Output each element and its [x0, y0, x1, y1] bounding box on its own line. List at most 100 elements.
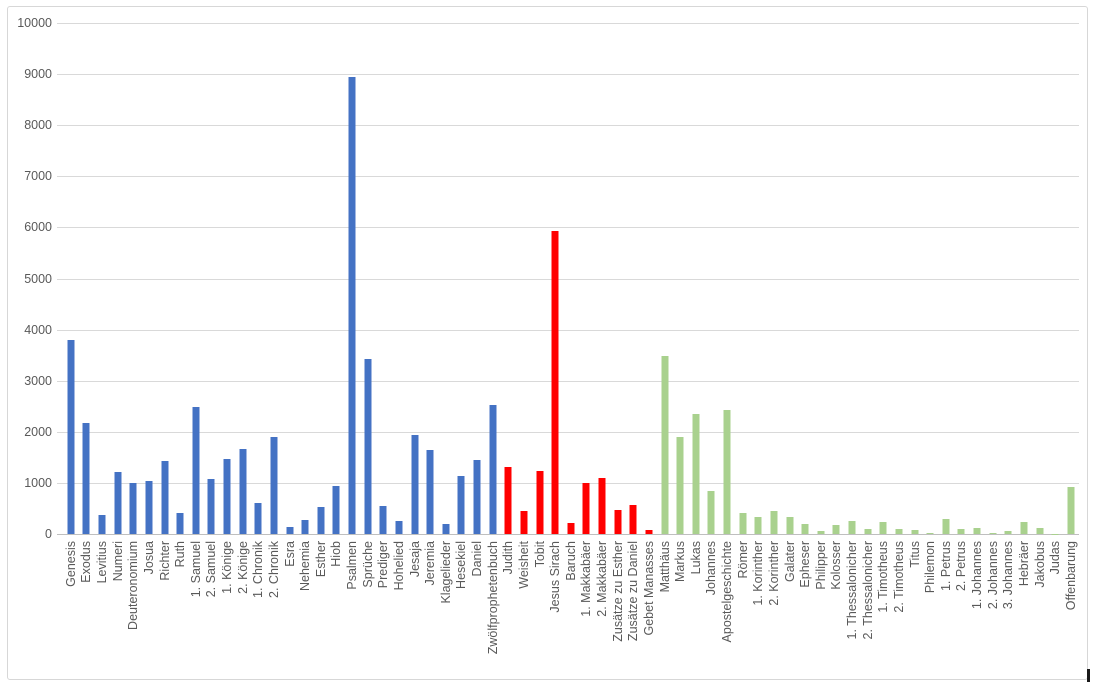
x-category-label: Philipper	[813, 541, 828, 590]
x-category-label: 1. Korinther	[751, 541, 766, 606]
bar	[723, 410, 731, 534]
y-tick-label: 8000	[24, 118, 52, 132]
bar	[754, 517, 762, 534]
bar	[67, 339, 75, 534]
x-category-label: 2. Korinther	[766, 541, 781, 606]
bar	[707, 490, 715, 534]
bar-column: 2. Korinther	[766, 23, 782, 606]
bar-column: Esra	[282, 23, 298, 567]
y-tick-label: 4000	[24, 323, 52, 337]
bar	[332, 486, 340, 534]
x-category-label: Esra	[282, 541, 297, 567]
bar-column: 1. Timotheus	[876, 23, 892, 613]
x-category-label: Jesaja	[407, 541, 422, 578]
x-category-label: Psalmen	[345, 541, 360, 590]
bar	[129, 482, 137, 534]
bar	[582, 482, 590, 534]
gridline	[57, 381, 1079, 382]
bar	[1067, 487, 1075, 534]
bar	[629, 505, 637, 534]
bar-column: Josua	[141, 23, 157, 574]
bar-column: Prediger	[376, 23, 392, 588]
gridline	[57, 432, 1079, 433]
bar-column: Weisheit	[516, 23, 532, 589]
bar-column: Zwölfprophetenbuch	[485, 23, 501, 654]
x-category-label: Jesus Sirach	[548, 541, 563, 613]
y-tick-label: 1000	[24, 476, 52, 490]
bar-column: 2. Johannes	[985, 23, 1001, 609]
x-category-label: 1. Makkabäer	[579, 541, 594, 617]
x-category-label: Numeri	[110, 541, 125, 582]
bar	[848, 521, 856, 534]
bar-column: 1. Makkabäer	[579, 23, 595, 617]
bar	[536, 470, 544, 534]
y-tick-label: 7000	[24, 169, 52, 183]
chart-frame: 0 1000 2000 3000 4000 5000 6000 7000 8000 9000 100…	[7, 6, 1088, 680]
x-category-label: Johannes	[704, 541, 719, 596]
x-category-label: Offenbarung	[1063, 541, 1078, 611]
bar-column: Titus	[907, 23, 923, 568]
x-category-label: Zusätze zu Daniel	[626, 541, 641, 642]
x-category-label: Titus	[907, 541, 922, 568]
y-axis: 0 1000 2000 3000 4000 5000 6000 7000 8000 9000 100…	[8, 17, 52, 541]
bar-column: 2. Könige	[235, 23, 251, 594]
x-category-label: Levitius	[95, 541, 110, 584]
x-category-label: Hesekiel	[454, 541, 469, 589]
bar	[739, 512, 747, 534]
x-category-label: Gebet Manasses	[641, 541, 656, 636]
bar	[82, 422, 90, 534]
x-category-label: Jakobus	[1032, 541, 1047, 588]
y-tick-label: 3000	[24, 374, 52, 388]
bar-column: 2. Timotheus	[891, 23, 907, 613]
x-category-label: Markus	[673, 541, 688, 582]
x-category-label: Daniel	[470, 541, 485, 577]
bar	[239, 449, 247, 534]
x-category-label: Apostelgeschichte	[720, 541, 735, 643]
bar-column: Hohelied	[391, 23, 407, 590]
bar-column: Epheser	[797, 23, 813, 588]
bar-column: 2. Thessalonicher	[860, 23, 876, 639]
bar	[911, 529, 919, 534]
x-category-label: Richter	[157, 541, 172, 581]
bar-column: Tobit	[532, 23, 548, 567]
bar-column: Hiob	[329, 23, 345, 567]
bar-column: Apostelgeschichte	[719, 23, 735, 642]
bar-column: 1. Johannes	[969, 23, 985, 609]
gridlines-layer	[57, 23, 1079, 535]
x-category-label: Tobit	[532, 541, 547, 568]
bar-column: Kolosser	[829, 23, 845, 590]
gridline	[57, 279, 1079, 280]
bar	[520, 511, 528, 534]
x-category-label: 1. Samuel	[188, 541, 203, 598]
bar-column: 1. Korinther	[751, 23, 767, 606]
bar	[801, 523, 809, 534]
bar-column: Hebräer	[1016, 23, 1032, 586]
bar	[879, 522, 887, 534]
x-category-label: 2. Chronik	[266, 541, 281, 598]
gridline	[57, 330, 1079, 331]
bar	[989, 533, 997, 534]
bar	[926, 532, 934, 534]
gridline	[57, 125, 1079, 126]
x-category-label: Zusätze zu Esther	[610, 541, 625, 642]
bar	[895, 528, 903, 534]
bar-column: 1. Thessalonicher	[844, 23, 860, 639]
x-category-label: Weisheit	[516, 541, 531, 589]
bar-column: Richter	[157, 23, 173, 581]
x-category-label: Judith	[501, 541, 516, 575]
bar-column: Matthäus	[657, 23, 673, 592]
x-category-label: Jeremia	[423, 541, 438, 586]
bar-column: Galater	[782, 23, 798, 582]
x-category-label: Epheser	[798, 541, 813, 588]
x-category-label: 2. Könige	[235, 541, 250, 594]
x-category-label: Hiob	[329, 541, 344, 567]
bar	[770, 511, 778, 534]
x-category-label: 1. Thessalonicher	[845, 541, 860, 640]
x-category-label: 2. Johannes	[985, 541, 1000, 610]
bar	[379, 506, 387, 534]
gridline	[57, 74, 1079, 75]
bar-column: 2. Petrus	[954, 23, 970, 591]
x-category-label: 2. Timotheus	[891, 541, 906, 613]
x-category-label: 2. Petrus	[954, 541, 969, 592]
bar	[957, 528, 965, 534]
